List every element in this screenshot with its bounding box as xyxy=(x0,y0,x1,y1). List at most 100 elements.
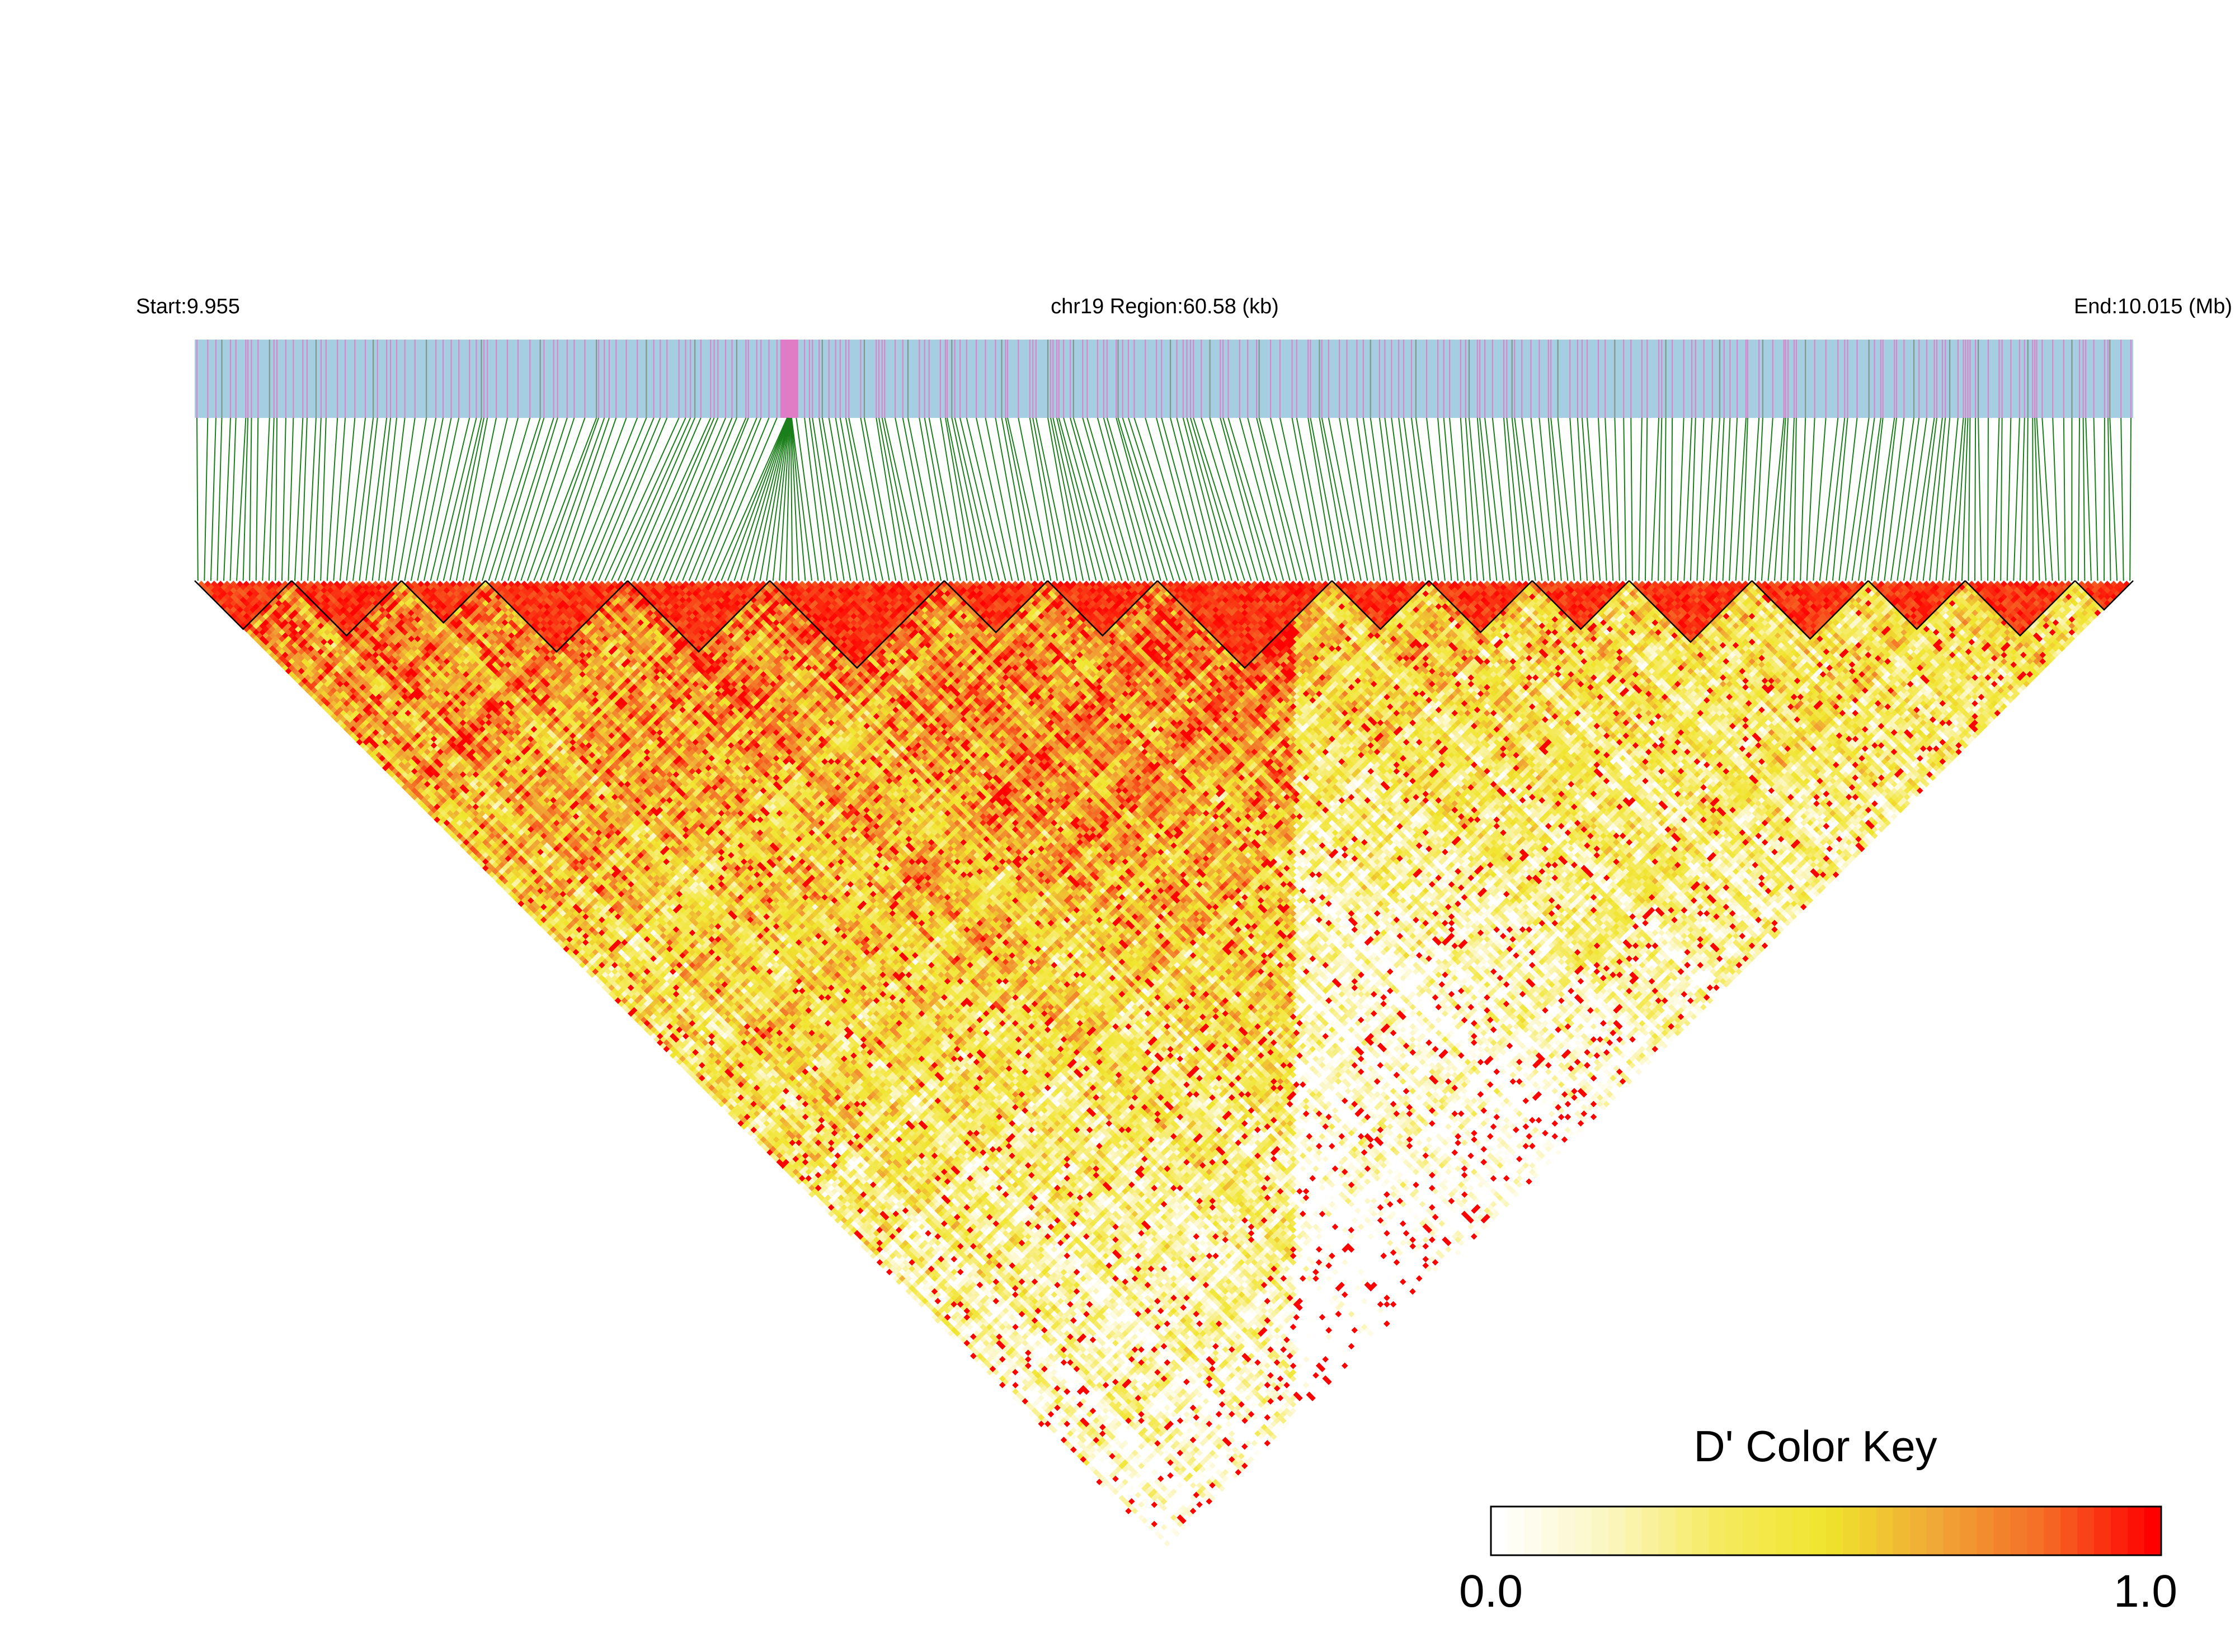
snp-connector xyxy=(728,418,788,581)
snp-connector xyxy=(1493,418,1510,581)
snp-connector xyxy=(2026,418,2027,581)
snp-connector xyxy=(1962,418,1968,581)
snp-connector xyxy=(1671,418,1672,581)
snp-connector xyxy=(2121,418,2123,581)
snp-connector xyxy=(1070,418,1116,581)
snp-connector xyxy=(1248,418,1290,581)
region-title: chr19 Region:60.58 (kb) xyxy=(1051,295,1279,318)
snp-connector xyxy=(1639,418,1641,581)
snp-connector xyxy=(1444,418,1458,581)
snp-connector xyxy=(1098,418,1141,581)
snp-connector xyxy=(2001,418,2002,581)
snp-connector xyxy=(879,418,909,581)
snp-connector xyxy=(243,418,248,581)
snp-connector xyxy=(1978,418,1981,581)
snp-connector xyxy=(1729,418,1737,581)
snp-connector xyxy=(340,418,355,581)
snp-connector xyxy=(1631,418,1632,581)
snp-connector xyxy=(230,418,236,581)
snp-connector xyxy=(1539,418,1555,581)
snp-connector xyxy=(1322,418,1354,581)
snp-connector xyxy=(1624,418,1626,581)
snp-connector xyxy=(1051,418,1083,581)
snp-connector xyxy=(1220,418,1264,581)
snp-connector xyxy=(534,418,596,581)
snp-connector xyxy=(1210,418,1258,581)
snp-connector xyxy=(1755,418,1763,581)
snp-connector xyxy=(540,418,599,581)
snp-connector xyxy=(1416,418,1438,581)
snp-connector xyxy=(553,418,609,581)
snp-connector xyxy=(2064,418,2065,581)
snp-connector xyxy=(1161,418,1206,581)
snp-connector xyxy=(903,418,935,581)
snp-connector xyxy=(282,418,286,581)
snp-connector xyxy=(256,418,258,581)
snp-connector xyxy=(631,418,701,581)
snp-connector xyxy=(1170,418,1212,581)
snp-connector xyxy=(810,418,831,581)
snp-connector xyxy=(1749,418,1759,581)
snp-connector xyxy=(1587,418,1600,581)
snp-connector xyxy=(1858,418,1881,581)
snp-connector xyxy=(791,418,805,581)
snp-connector xyxy=(2013,418,2020,581)
snp-connector xyxy=(2130,418,2131,581)
snp-connector xyxy=(599,418,667,581)
snp-connector xyxy=(560,418,617,581)
highlighted-snp-marker xyxy=(780,340,798,418)
snp-connector xyxy=(457,418,487,581)
snp-connector xyxy=(1145,418,1193,581)
snp-connector xyxy=(1794,418,1796,581)
snp-connector xyxy=(1807,418,1815,581)
snp-connector xyxy=(2053,418,2059,581)
snp-connector xyxy=(955,418,993,581)
snp-connector xyxy=(2032,418,2033,581)
snp-connector xyxy=(1605,418,1613,581)
snp-connector xyxy=(1665,418,1666,581)
snp-connector xyxy=(1716,418,1724,581)
snp-connector xyxy=(2083,418,2085,581)
snp-connector xyxy=(2108,418,2111,581)
snp-connector xyxy=(1800,418,1805,581)
snp-connector xyxy=(1280,418,1316,581)
snp-connector xyxy=(1645,418,1647,581)
snp-connector xyxy=(424,418,459,581)
snp-connector xyxy=(836,418,864,581)
snp-connector xyxy=(1723,418,1730,581)
snp-connector xyxy=(1598,418,1607,581)
snp-connector xyxy=(521,418,574,581)
snp-connector-lines xyxy=(197,418,2131,581)
snp-track-background xyxy=(195,340,2133,418)
snp-connector xyxy=(1871,418,1894,581)
snp-connector xyxy=(224,418,230,581)
snp-connector xyxy=(250,418,251,581)
snp-connector xyxy=(812,418,837,581)
snp-connector xyxy=(2078,418,2079,581)
snp-connector xyxy=(747,418,789,581)
snp-position-track xyxy=(195,340,2133,418)
snp-connector xyxy=(528,418,585,581)
snp-connector xyxy=(1658,418,1662,581)
snp-connector xyxy=(884,418,921,581)
snp-connector xyxy=(1846,418,1869,581)
snp-connector xyxy=(1033,418,1064,581)
region-end-label: End:10.015 (Mb) xyxy=(2074,295,2232,318)
snp-connector xyxy=(1053,418,1089,581)
snp-connector xyxy=(829,418,857,581)
snp-connector xyxy=(846,418,877,581)
snp-connector xyxy=(2094,418,2098,581)
snp-connector xyxy=(605,418,679,581)
snp-connector xyxy=(211,418,216,581)
snp-connector xyxy=(495,418,544,581)
snp-connector xyxy=(1852,418,1875,581)
snp-connector xyxy=(2104,418,2105,581)
ld-heatmap-cells xyxy=(198,581,2130,1550)
snp-connector xyxy=(819,418,844,581)
snp-connector xyxy=(2037,418,2046,581)
snp-connector xyxy=(822,418,850,581)
snp-connector xyxy=(204,418,208,581)
snp-connector xyxy=(404,418,436,581)
snp-connector xyxy=(1684,418,1692,581)
snp-connector xyxy=(1156,418,1199,581)
